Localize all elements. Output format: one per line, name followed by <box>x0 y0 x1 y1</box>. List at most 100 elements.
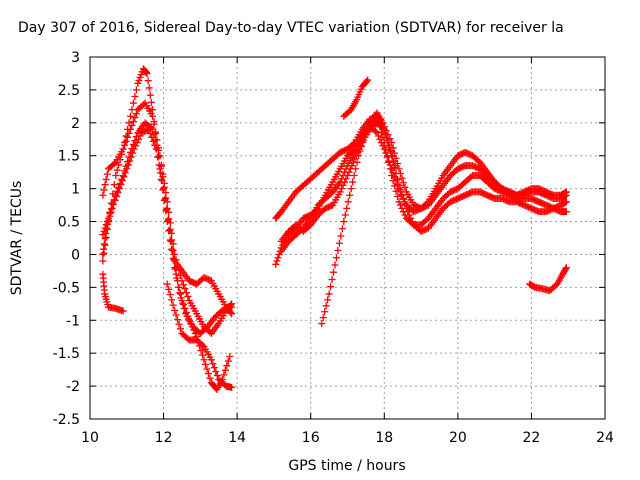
y-tick-label: 3 <box>71 50 80 66</box>
data-point-plus <box>128 106 136 114</box>
data-point-plus <box>167 237 175 245</box>
data-point-plus <box>171 250 179 258</box>
data-point-plus <box>176 289 184 297</box>
data-point-plus <box>159 173 167 181</box>
data-point-plus <box>346 191 354 199</box>
data-point-plus <box>561 192 569 200</box>
data-point-plus <box>402 204 410 212</box>
data-point-plus <box>401 183 409 191</box>
data-point-plus <box>172 270 180 278</box>
data-point-plus <box>149 112 157 120</box>
data-point-plus <box>391 162 399 170</box>
data-point-plus <box>355 152 363 160</box>
data-point-plus <box>341 168 349 176</box>
data-point-plus <box>150 120 158 128</box>
data-point-plus <box>112 193 120 201</box>
data-point-plus <box>392 187 400 195</box>
data-point-plus <box>338 225 346 233</box>
data-point-plus <box>213 372 221 380</box>
data-point-plus <box>352 145 360 153</box>
x-tick-label: 12 <box>155 430 173 446</box>
data-point-plus <box>220 371 228 379</box>
data-point-plus <box>126 112 134 120</box>
data-point-plus <box>332 254 340 262</box>
data-point-plus <box>131 92 139 100</box>
data-point-plus <box>112 171 120 179</box>
data-point-plus <box>407 214 415 222</box>
y-tick-label: 0.5 <box>58 215 80 231</box>
data-point-plus <box>168 245 176 253</box>
data-point-plus <box>155 161 163 169</box>
y-tick-label: 0 <box>71 247 80 263</box>
ticks-layer: 10 12 14 16 18 20 22 24 -2.5 -2 -1.5 -1 -0.5 0 0.5 1 1.5… <box>53 50 614 446</box>
data-point-plus <box>330 268 338 276</box>
x-tick-label: 24 <box>596 430 614 446</box>
plot-frame <box>89 56 606 420</box>
data-point-plus <box>228 310 236 318</box>
data-point-plus <box>146 91 154 99</box>
data-point-plus <box>145 84 153 92</box>
data-point-plus <box>99 250 107 258</box>
data-point-plus <box>126 157 134 165</box>
series-track-11 <box>318 116 399 328</box>
data-point-plus <box>228 383 236 391</box>
data-point-plus <box>165 227 173 235</box>
data-point-plus <box>175 320 183 328</box>
data-point-plus <box>123 165 131 173</box>
data-point-plus <box>408 218 416 226</box>
data-point-plus <box>160 185 168 193</box>
data-point-plus <box>100 186 108 194</box>
data-point-plus <box>374 132 382 140</box>
data-point-plus <box>321 308 329 316</box>
data-point-plus <box>127 153 135 161</box>
data-point-plus <box>102 229 110 237</box>
y-tick-label: 1.5 <box>58 149 80 165</box>
x-tick-label: 10 <box>81 430 99 446</box>
data-point-plus <box>380 125 388 133</box>
data-point-plus <box>103 170 111 178</box>
data-point-plus <box>103 224 111 232</box>
data-point-plus <box>378 120 386 128</box>
data-point-plus <box>181 285 189 293</box>
data-point-plus <box>106 212 114 220</box>
y-tick-label: 2 <box>71 116 80 132</box>
y-tick-label: 2.5 <box>58 83 80 99</box>
data-point-plus <box>101 235 109 243</box>
data-point-plus <box>142 69 150 77</box>
data-point-plus <box>143 69 151 77</box>
data-point-plus <box>202 360 210 368</box>
data-point-plus <box>115 185 123 193</box>
data-point-plus <box>389 144 397 152</box>
data-point-plus <box>131 114 139 122</box>
data-point-plus <box>390 157 398 165</box>
y-tick-label: -2.5 <box>53 412 80 428</box>
series-track-4 <box>99 125 236 337</box>
series-track-8 <box>272 112 570 229</box>
data-point-plus <box>119 307 127 315</box>
data-point-plus <box>382 134 390 142</box>
data-point-plus <box>206 374 214 382</box>
data-point-plus <box>371 127 379 135</box>
data-point-plus <box>104 220 112 228</box>
data-point-plus <box>227 308 235 316</box>
data-point-plus <box>163 280 171 288</box>
x-axis-label: GPS time / hours <box>288 458 405 474</box>
data-point-plus <box>343 204 351 212</box>
data-point-plus <box>111 196 119 204</box>
data-point-plus <box>391 182 399 190</box>
data-point-plus <box>394 175 402 183</box>
x-tick-label: 16 <box>302 430 320 446</box>
data-point-plus <box>200 356 208 364</box>
y-tick-label: -2 <box>66 379 80 395</box>
data-point-plus <box>328 275 336 283</box>
data-point-plus <box>274 254 282 262</box>
data-point-plus <box>160 183 168 191</box>
data-point-plus <box>384 139 392 147</box>
data-point-plus <box>148 133 156 141</box>
data-point-plus <box>169 301 177 309</box>
data-point-plus <box>174 283 182 291</box>
data-point-plus <box>199 341 207 349</box>
